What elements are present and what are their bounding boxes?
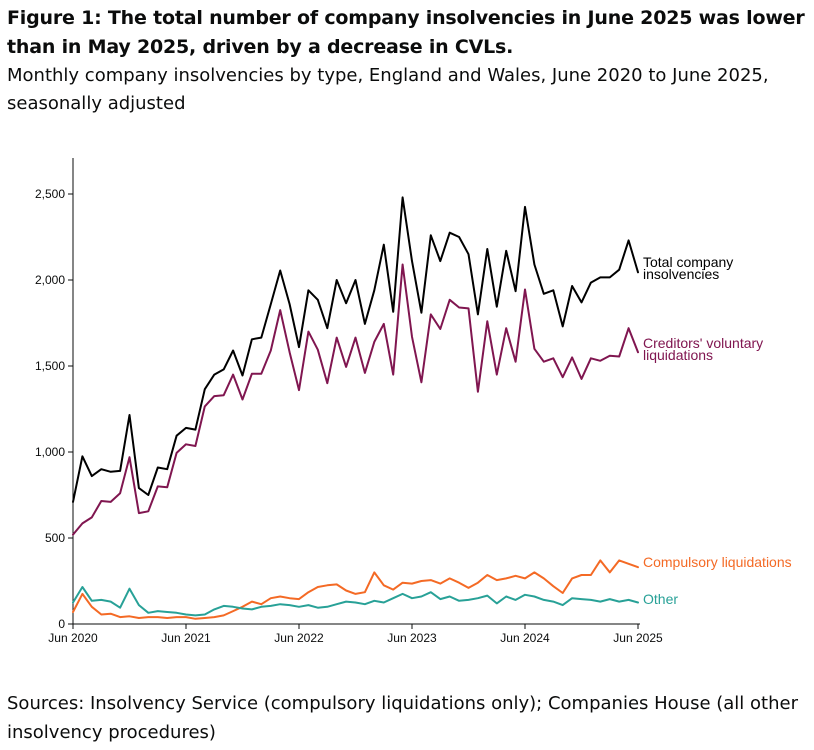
x-tick-label: Jun 2022	[274, 631, 324, 645]
chart-series-lines	[72, 196, 639, 620]
series-line-1	[72, 263, 639, 536]
y-tick-label: 2,500	[35, 187, 65, 201]
series-line-2	[72, 559, 639, 620]
x-tick-label: Jun 2023	[387, 631, 437, 645]
series-label-line: Total company	[643, 254, 733, 270]
x-tick-label: Jun 2024	[500, 631, 550, 645]
y-tick-label: 1,500	[35, 359, 65, 373]
line-chart: 0 500 1,000 1,500 2,000 2,500 Jun 2020 Jun 2021…	[35, 158, 792, 645]
series-label-0: Total company insolvencies	[643, 254, 733, 282]
series-label-1: Creditors' voluntary liquidations	[643, 335, 763, 363]
series-line-0	[72, 196, 639, 503]
series-label-2: Compulsory liquidations	[643, 554, 792, 570]
series-label-line: Compulsory liquidations	[643, 554, 792, 570]
x-tick-label: Jun 2025	[613, 631, 663, 645]
series-label-line: insolvencies	[643, 266, 719, 282]
figure-title: Figure 1: The total number of company in…	[7, 7, 805, 58]
y-tick-label: 500	[45, 531, 65, 545]
figure-source: Sources: Insolvency Service (compulsory …	[7, 693, 798, 743]
series-label-line: Other	[643, 591, 678, 607]
series-label-line: Creditors' voluntary	[643, 335, 763, 351]
x-tick-label: Jun 2020	[48, 631, 98, 645]
chart-series-labels: Total company insolvencies Creditors' volu…	[643, 254, 792, 607]
y-tick-label: 0	[58, 617, 65, 631]
series-label-3: Other	[643, 591, 678, 607]
y-tick-label: 1,000	[35, 445, 65, 459]
y-tick-label: 2,000	[35, 273, 65, 287]
x-tick-label: Jun 2021	[161, 631, 211, 645]
series-line-3	[72, 586, 639, 617]
chart-axes: 0 500 1,000 1,500 2,000 2,500 Jun 2020 Jun 2021…	[35, 158, 663, 645]
series-label-line: liquidations	[643, 347, 713, 363]
figure-subtitle: Monthly company insolvencies by type, En…	[7, 65, 769, 114]
